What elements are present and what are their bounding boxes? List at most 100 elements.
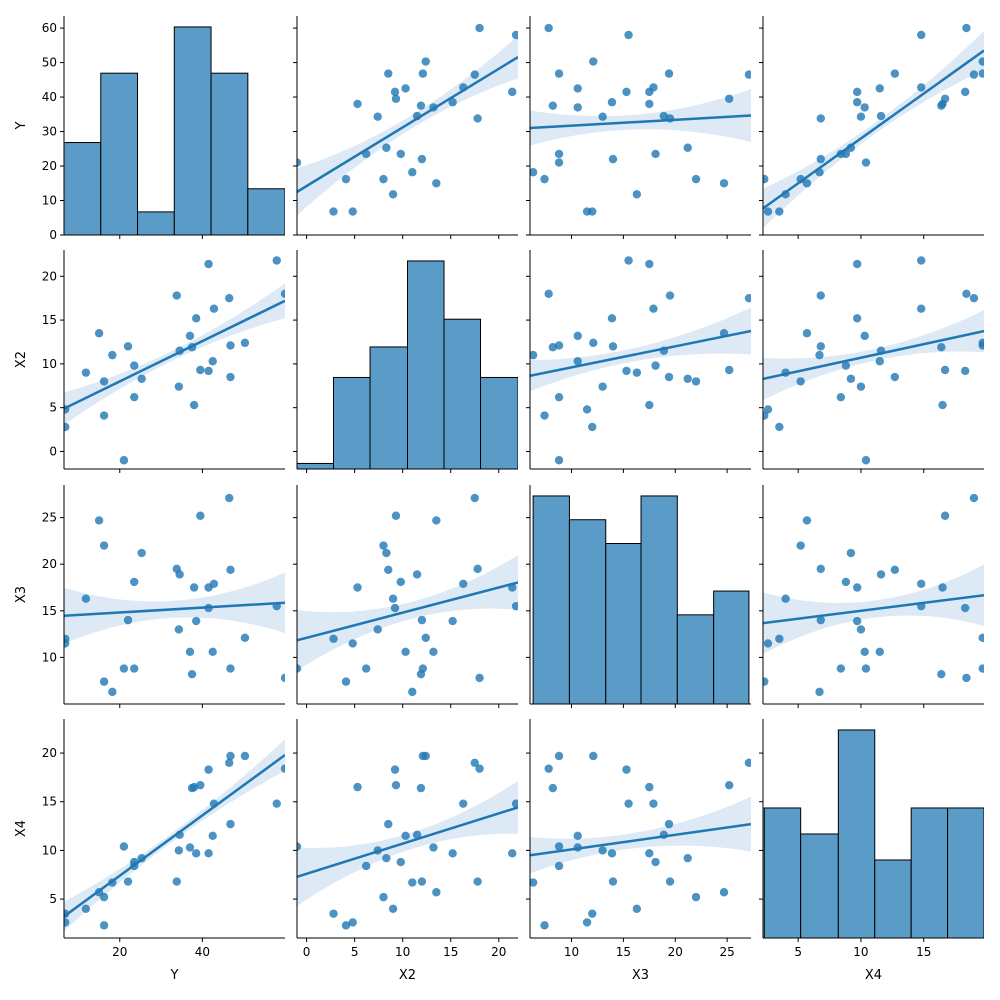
y-tick-label: 20 bbox=[42, 746, 57, 760]
scatter-point bbox=[649, 304, 658, 313]
scatter-point bbox=[744, 293, 751, 303]
scatter-point bbox=[875, 84, 884, 93]
scatter-point bbox=[382, 143, 391, 152]
y-tick-label: 15 bbox=[42, 604, 57, 618]
x-tick-label: 5 bbox=[351, 945, 359, 959]
scatter-point bbox=[683, 853, 692, 863]
scatter-point bbox=[659, 111, 669, 121]
panel-plot-area bbox=[64, 26, 285, 235]
scatter-point bbox=[632, 190, 642, 199]
scatter-point bbox=[418, 664, 428, 673]
y-tick-label: 25 bbox=[42, 511, 57, 525]
scatter-point bbox=[361, 664, 371, 673]
scatter-point bbox=[846, 548, 856, 558]
scatter-point bbox=[978, 633, 984, 643]
scatter-point bbox=[429, 843, 438, 852]
scatter-point bbox=[189, 583, 199, 592]
y-tick-label: 15 bbox=[42, 313, 57, 327]
panel-X2-vs-Y: 0 5 10 15 20 bbox=[42, 250, 285, 473]
histogram-bar bbox=[800, 833, 839, 938]
scatter-point bbox=[725, 94, 734, 103]
scatter-point bbox=[191, 314, 201, 323]
scatter-point bbox=[130, 664, 139, 673]
scatter-point bbox=[962, 673, 971, 683]
scatter-point bbox=[272, 256, 281, 265]
scatter-point bbox=[969, 293, 979, 303]
scatter-point bbox=[353, 583, 362, 592]
scatter-point bbox=[544, 23, 553, 33]
scatter-point bbox=[379, 174, 388, 184]
scatter-point bbox=[632, 904, 642, 913]
scatter-point bbox=[174, 625, 184, 634]
scatter-point bbox=[473, 564, 482, 574]
scatter-point bbox=[459, 799, 468, 808]
scatter-point bbox=[645, 99, 654, 109]
scatter-point bbox=[123, 877, 133, 886]
scatter-point bbox=[744, 758, 751, 767]
scatter-point bbox=[208, 831, 217, 840]
scatter-point bbox=[960, 366, 970, 376]
scatter-point bbox=[226, 819, 235, 829]
scatter-point bbox=[554, 842, 564, 851]
scatter-point bbox=[608, 154, 618, 164]
scatter-point bbox=[763, 405, 773, 414]
scatter-point bbox=[390, 87, 400, 97]
scatter-point bbox=[781, 594, 790, 603]
scatter-point bbox=[297, 664, 302, 673]
scatter-point bbox=[938, 583, 947, 592]
histogram-bar bbox=[763, 807, 802, 938]
scatter-point bbox=[137, 548, 146, 558]
scatter-point bbox=[917, 256, 926, 265]
confidence-band bbox=[530, 89, 751, 146]
scatter-point bbox=[622, 87, 631, 97]
scatter-point bbox=[388, 904, 398, 913]
scatter-point bbox=[401, 831, 410, 840]
y-tick-label: 10 bbox=[42, 843, 57, 857]
scatter-point bbox=[852, 616, 862, 626]
histogram-bar bbox=[100, 72, 139, 235]
scatter-point bbox=[589, 751, 598, 761]
scatter-point bbox=[548, 101, 558, 110]
scatter-point bbox=[475, 764, 484, 773]
regression-line bbox=[297, 806, 518, 878]
scatter-point bbox=[530, 878, 538, 887]
scatter-point bbox=[432, 516, 441, 525]
scatter-point bbox=[763, 639, 773, 648]
scatter-point bbox=[861, 664, 871, 673]
scatter-point bbox=[204, 765, 213, 774]
scatter-point bbox=[978, 69, 984, 78]
scatter-point bbox=[429, 647, 438, 657]
scatter-point bbox=[511, 30, 518, 40]
scatter-point bbox=[99, 892, 109, 902]
scatter-point bbox=[130, 577, 139, 587]
x-axis-label-Y: Y bbox=[170, 968, 179, 983]
scatter-point bbox=[725, 365, 734, 375]
y-tick-label: 20 bbox=[42, 269, 57, 283]
scatter-point bbox=[816, 342, 825, 351]
scatter-point bbox=[130, 392, 139, 402]
scatter-point bbox=[836, 392, 846, 402]
panel-plot-area bbox=[763, 256, 984, 465]
scatter-point bbox=[123, 342, 133, 351]
panel-Y-vs-Y: 0 10 20 30 40 50 60 bbox=[42, 16, 285, 242]
scatter-point bbox=[588, 422, 597, 432]
y-tick-label: 20 bbox=[42, 159, 57, 173]
scatter-point bbox=[226, 372, 235, 382]
panel-plot-area bbox=[64, 493, 285, 697]
scatter-point bbox=[280, 764, 285, 773]
scatter-point bbox=[226, 664, 235, 673]
scatter-point bbox=[81, 594, 91, 603]
scatter-point bbox=[775, 634, 784, 643]
scatter-point bbox=[204, 259, 213, 269]
x-tick-label: 10 bbox=[853, 945, 868, 959]
scatter-point bbox=[209, 304, 219, 313]
scatter-point bbox=[841, 361, 851, 370]
scatter-point bbox=[632, 368, 642, 377]
scatter-point bbox=[417, 877, 427, 886]
scatter-point bbox=[540, 921, 549, 930]
panel-X3-vs-X4 bbox=[759, 485, 984, 708]
y-tick-label: 40 bbox=[42, 90, 57, 104]
scatter-point bbox=[191, 616, 201, 626]
histogram-bar bbox=[64, 142, 102, 235]
panel-plot-area bbox=[763, 493, 984, 697]
